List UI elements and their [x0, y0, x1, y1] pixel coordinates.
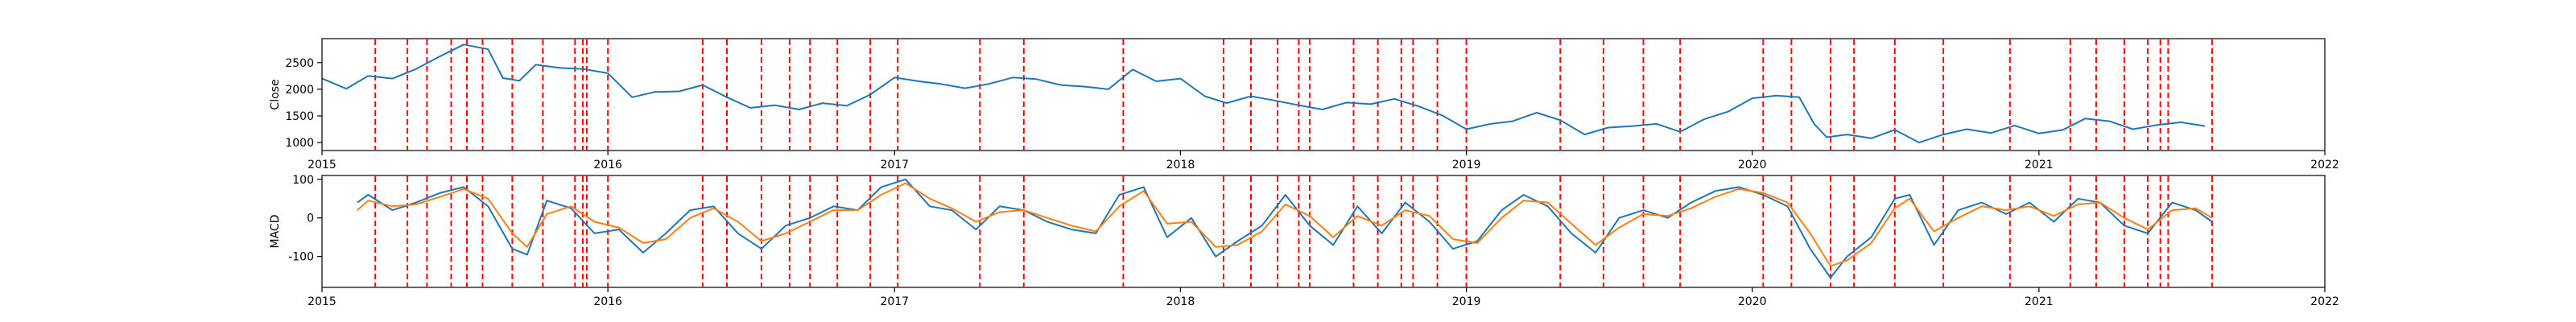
- x-tick-label-1-1: 2015: [308, 159, 336, 171]
- x-tick-label-2-2: 2016: [593, 295, 622, 308]
- y-tick-label-2-1: -100: [288, 251, 314, 264]
- x-tick-label-1-6: 2020: [1738, 159, 1767, 171]
- y-axis-label-1: Close: [269, 79, 282, 109]
- x-tick-label-2-8: 2022: [2310, 295, 2339, 308]
- x-tick-label-1-5: 2019: [1452, 159, 1481, 171]
- axes-frame-2: [321, 175, 2326, 288]
- y-tick-label-1-4: 2500: [285, 57, 314, 70]
- x-tick-label-2-7: 2021: [2025, 295, 2054, 308]
- x-tick-label-1-7: 2021: [2025, 159, 2054, 171]
- x-tick-label-1-3: 2017: [880, 159, 909, 171]
- y-tick-label-2-3: 100: [292, 174, 314, 187]
- x-tick-label-2-6: 2020: [1738, 295, 1767, 308]
- x-tick-label-2-4: 2018: [1166, 295, 1195, 308]
- series-line-2-1: [357, 178, 2213, 279]
- y-axis-label-2: MACD: [269, 215, 282, 249]
- axes-frame-1: [321, 38, 2326, 151]
- y-tick-label-2-2: 0: [307, 213, 314, 225]
- x-tick-label-1-2: 2016: [593, 159, 622, 171]
- x-tick-label-1-4: 2018: [1166, 159, 1195, 171]
- x-tick-label-2-3: 2017: [880, 295, 909, 308]
- x-tick-label-1-8: 2022: [2310, 159, 2339, 171]
- x-tick-label-2-1: 2015: [308, 295, 336, 308]
- series-line-2-2: [357, 182, 2213, 267]
- series-line-1-1: [321, 43, 2206, 144]
- y-tick-label-1-2: 1500: [285, 110, 314, 123]
- y-tick-label-1-3: 2000: [285, 84, 314, 97]
- x-tick-label-2-5: 2019: [1452, 295, 1481, 308]
- y-tick-label-1-1: 1000: [285, 137, 314, 150]
